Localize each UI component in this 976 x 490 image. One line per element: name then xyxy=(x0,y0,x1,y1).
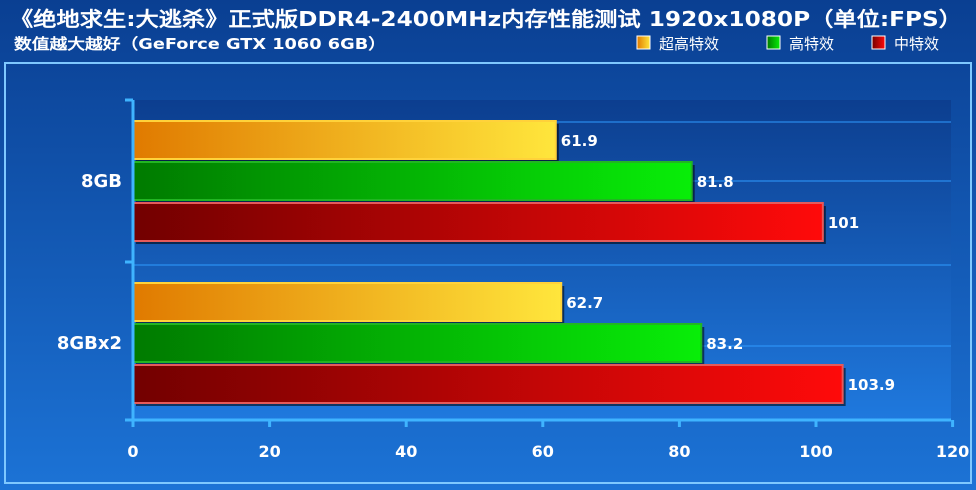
bar-value-label: 81.8 xyxy=(697,173,734,191)
bar-value-label: 103.9 xyxy=(848,376,895,394)
x-tick-label: 20 xyxy=(258,442,280,461)
legend-label: 中特效 xyxy=(894,35,939,53)
chart-title: 《绝地求生:大逃杀》正式版DDR4-2400MHz内存性能测试 1920x108… xyxy=(10,7,962,31)
bar xyxy=(132,120,557,160)
bar xyxy=(132,161,693,201)
bar xyxy=(132,202,824,242)
legend-label: 超高特效 xyxy=(659,35,719,53)
x-tick-label: 100 xyxy=(799,442,832,461)
bar-value-label: 62.7 xyxy=(566,294,603,312)
x-tick-label: 0 xyxy=(127,442,138,461)
category-label: 8GB xyxy=(81,171,122,192)
x-tick-label: 60 xyxy=(532,442,554,461)
bar xyxy=(132,323,703,363)
x-tick-label: 40 xyxy=(395,442,417,461)
legend-label: 高特效 xyxy=(789,35,834,53)
chart-legend: 超高特效 高特效 中特效 xyxy=(636,35,939,53)
legend-swatch xyxy=(636,35,651,50)
plot-panel xyxy=(4,62,972,484)
chart-subtitle: 数值越大越好（GeForce GTX 1060 6GB） xyxy=(14,35,386,53)
x-tick-label: 80 xyxy=(668,442,690,461)
category-label: 8GBx2 xyxy=(57,333,122,354)
x-axis-ticks: 0 20 40 60 80 100 120 xyxy=(127,420,969,461)
bar-value-label: 83.2 xyxy=(706,335,743,353)
legend-swatch xyxy=(766,35,781,50)
bar-value-label: 61.9 xyxy=(561,132,598,150)
legend-swatch xyxy=(871,35,886,50)
y-axis-categories: 8GB 8GBx2 xyxy=(57,171,122,354)
bar xyxy=(132,282,563,322)
bar-value-label: 101 xyxy=(828,214,859,232)
bar xyxy=(132,364,844,404)
x-tick-label: 120 xyxy=(936,442,969,461)
bars: 61.9 81.8 101 62.7 83.2 103.9 xyxy=(132,120,895,406)
